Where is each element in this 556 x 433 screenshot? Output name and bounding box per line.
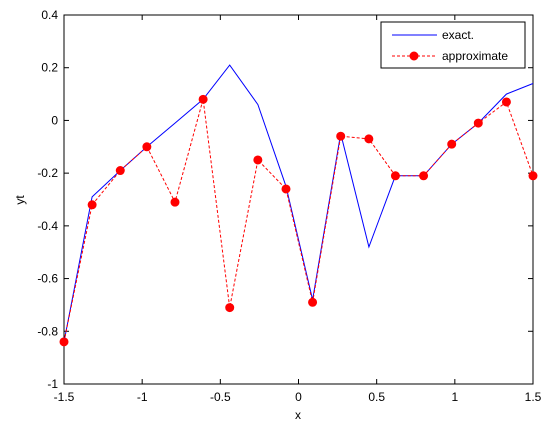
series-line-exact [63,64,534,342]
y-tick-label: 0 [51,113,58,127]
data-point-approximate [364,134,374,144]
axis-ticks: -1.5 -1 -0.5 0 0.5 1 1.5-1-0.8-0.6-0.4-0.200.2… [37,8,541,404]
y-tick-label: -1 [47,377,58,391]
y-tick-label: -0.4 [37,219,58,233]
x-tick-label: 1 [451,390,458,404]
data-point-approximate [253,155,263,165]
data-point-approximate [115,166,125,176]
legend-approximate-label: approximate [442,49,508,63]
y-tick-label: 0.2 [41,61,58,75]
data-point-approximate [419,171,429,181]
data-point-approximate [501,97,511,107]
y-tick-label: -0.8 [37,324,58,338]
series-line-approximate [63,99,534,342]
legend-exact-label: exact. [442,28,474,42]
x-tick-label: -1 [137,390,148,404]
data-point-approximate [198,94,208,104]
y-axis-label: yt [13,195,27,205]
x-tick-label: 1.5 [525,390,542,404]
x-tick-label: -0.5 [210,390,231,404]
data-point-approximate [336,131,346,141]
data-point-approximate [170,197,180,207]
data-point-approximate [281,184,291,194]
data-point-approximate [390,171,400,181]
data-point-approximate [87,200,97,210]
x-tick-label: -1.5 [54,390,75,404]
y-tick-label: -0.2 [37,166,58,180]
x-tick-label: 0.5 [368,390,385,404]
legend: exact. approximate [380,21,526,69]
x-axis-label: x [295,408,301,422]
legend-approximate-marker-sample [409,51,419,61]
data-point-approximate [447,139,457,149]
y-tick-label: 0.4 [41,8,58,22]
plot-area [63,14,534,385]
x-tick-label: 0 [295,390,302,404]
legend-box [380,21,526,69]
data-point-approximate [308,297,318,307]
series-layer [59,64,538,347]
data-point-approximate [473,118,483,128]
data-point-approximate [59,337,69,347]
data-point-approximate [528,171,538,181]
data-point-approximate [142,142,152,152]
y-tick-label: -0.6 [37,272,58,286]
data-point-approximate [225,303,235,313]
